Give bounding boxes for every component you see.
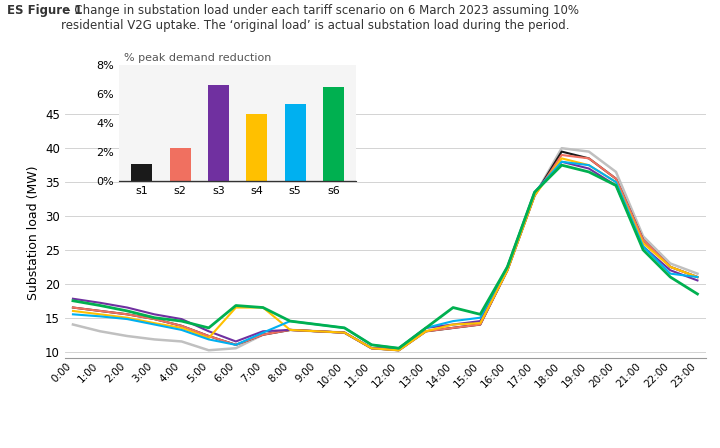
Bar xyxy=(131,164,153,181)
Bar xyxy=(170,148,191,181)
Text: % peak demand reduction: % peak demand reduction xyxy=(124,52,271,63)
Y-axis label: Substation load (MW): Substation load (MW) xyxy=(27,166,40,300)
Text: – Change in substation load under each tariff scenario on 6 March 2023 assuming : – Change in substation load under each t… xyxy=(61,4,579,33)
Bar xyxy=(246,115,267,181)
Text: ES Figure 1: ES Figure 1 xyxy=(7,4,83,17)
Bar xyxy=(323,87,344,181)
Bar xyxy=(284,104,305,181)
Bar xyxy=(208,85,229,181)
